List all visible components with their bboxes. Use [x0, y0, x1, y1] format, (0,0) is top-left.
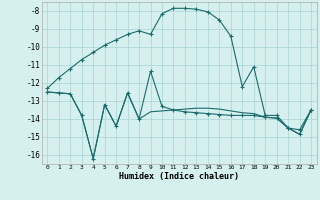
X-axis label: Humidex (Indice chaleur): Humidex (Indice chaleur)	[119, 172, 239, 181]
